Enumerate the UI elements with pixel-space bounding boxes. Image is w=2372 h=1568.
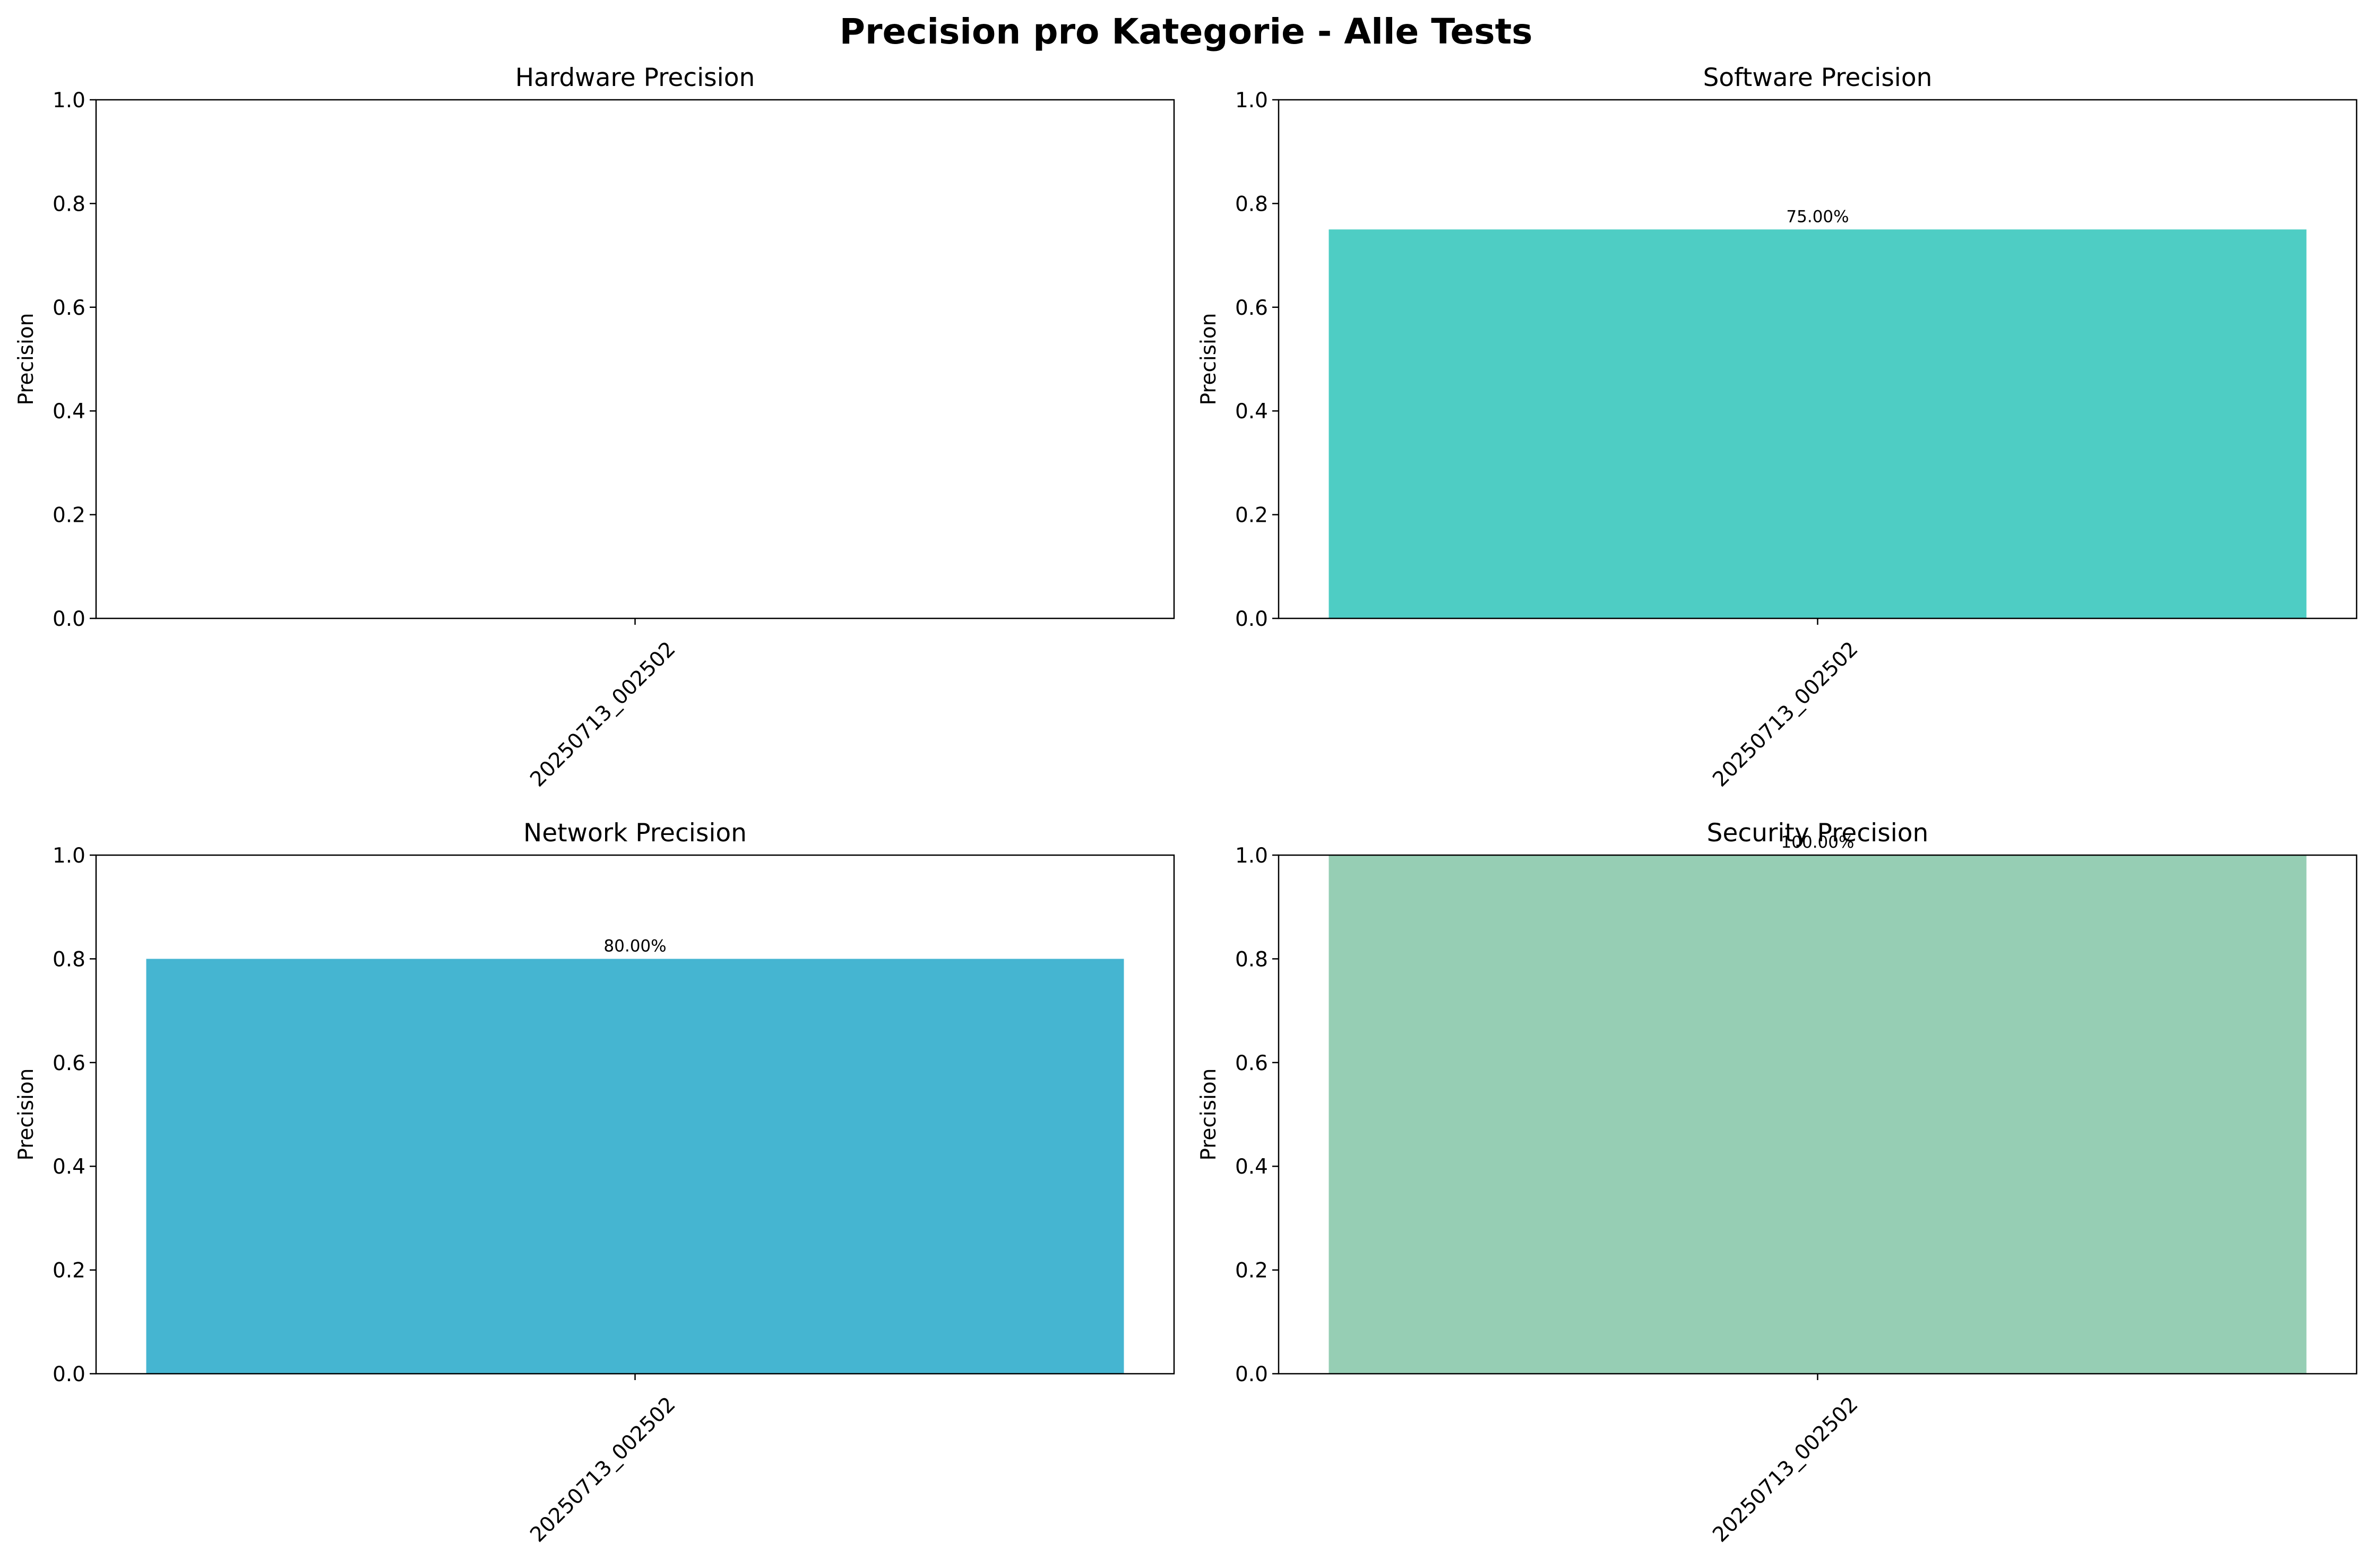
y-tick-label: 0.0 <box>53 607 85 631</box>
bar <box>1329 855 2307 1374</box>
data-label: 75.00% <box>1786 207 1849 226</box>
y-tick-label: 0.6 <box>1235 1052 1268 1075</box>
y-tick-label: 0.4 <box>1235 1155 1268 1179</box>
y-tick-label: 1.0 <box>53 844 85 868</box>
data-label: 80.00% <box>603 936 666 955</box>
y-axis-label: Precision <box>1197 1068 1221 1160</box>
y-tick-label: 1.0 <box>1235 844 1268 868</box>
y-tick-label: 0.0 <box>1235 607 1268 631</box>
y-tick-label: 0.8 <box>53 192 85 216</box>
y-tick-label: 0.2 <box>53 1259 85 1283</box>
plot-area-frame <box>95 99 1175 619</box>
x-tick-label: 20250713_002502 <box>1708 1392 1862 1547</box>
y-tick-label: 0.4 <box>1235 400 1268 424</box>
y-tick-label: 0.2 <box>53 504 85 528</box>
y-tick-label: 0.4 <box>53 1155 85 1179</box>
subplot-title: Security Precision <box>1707 819 1929 848</box>
y-axis-label: Precision <box>1197 313 1221 405</box>
bar <box>146 959 1124 1374</box>
x-tick-label: 20250713_002502 <box>525 1392 680 1547</box>
figure-title: Precision pro Kategorie - Alle Tests <box>839 11 1533 52</box>
y-tick-label: 0.8 <box>53 947 85 971</box>
y-tick-label: 0.2 <box>1235 504 1268 528</box>
y-tick-label: 0.8 <box>1235 947 1268 971</box>
y-tick-label: 0.8 <box>1235 192 1268 216</box>
y-tick-label: 1.0 <box>1235 89 1268 113</box>
bar <box>1329 229 2307 618</box>
x-tick-label: 20250713_002502 <box>1708 637 1862 791</box>
y-axis-label: Precision <box>14 1068 38 1160</box>
data-label: 100.00% <box>1781 833 1855 852</box>
y-tick-label: 0.4 <box>53 400 85 424</box>
y-axis-label: Precision <box>14 313 38 405</box>
x-tick-label: 20250713_002502 <box>525 637 680 791</box>
y-tick-label: 0.0 <box>53 1363 85 1386</box>
y-tick-label: 0.6 <box>53 296 85 320</box>
y-tick-label: 0.6 <box>53 1052 85 1075</box>
y-tick-label: 0.0 <box>1235 1363 1268 1386</box>
subplot-title: Hardware Precision <box>515 63 755 92</box>
subplot-title: Network Precision <box>523 819 747 848</box>
y-tick-label: 1.0 <box>53 89 85 113</box>
y-tick-label: 0.2 <box>1235 1259 1268 1283</box>
subplot-title: Software Precision <box>1703 63 1933 92</box>
y-tick-label: 0.6 <box>1235 296 1268 320</box>
